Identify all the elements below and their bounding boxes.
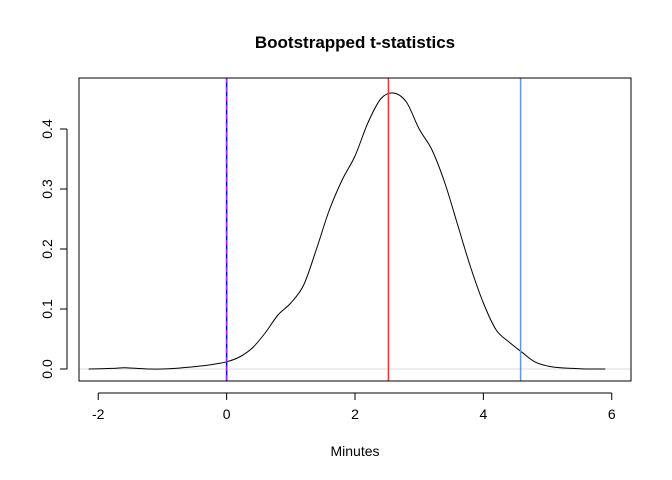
y-tick-label: 0.1	[39, 299, 55, 319]
y-tick-label: 0.4	[39, 119, 55, 139]
y-tick-label: 0.0	[39, 359, 55, 379]
x-tick-label: 0	[223, 406, 231, 422]
plot-area	[79, 78, 631, 381]
chart-title: Bootstrapped t-statistics	[255, 33, 455, 52]
x-tick-label: 4	[479, 406, 487, 422]
x-tick-label: -2	[92, 406, 105, 422]
y-tick-label: 0.2	[39, 239, 55, 259]
x-axis: -2 0 2 4 6	[92, 392, 616, 422]
x-tick-label: 2	[351, 406, 359, 422]
density-curve	[88, 92, 606, 370]
x-tick-label: 6	[608, 406, 616, 422]
plot-frame	[78, 77, 632, 382]
x-axis-label: Minutes	[330, 443, 379, 459]
y-axis: 0.0 0.1 0.2 0.3 0.4	[39, 119, 68, 379]
y-tick-label: 0.3	[39, 179, 55, 199]
